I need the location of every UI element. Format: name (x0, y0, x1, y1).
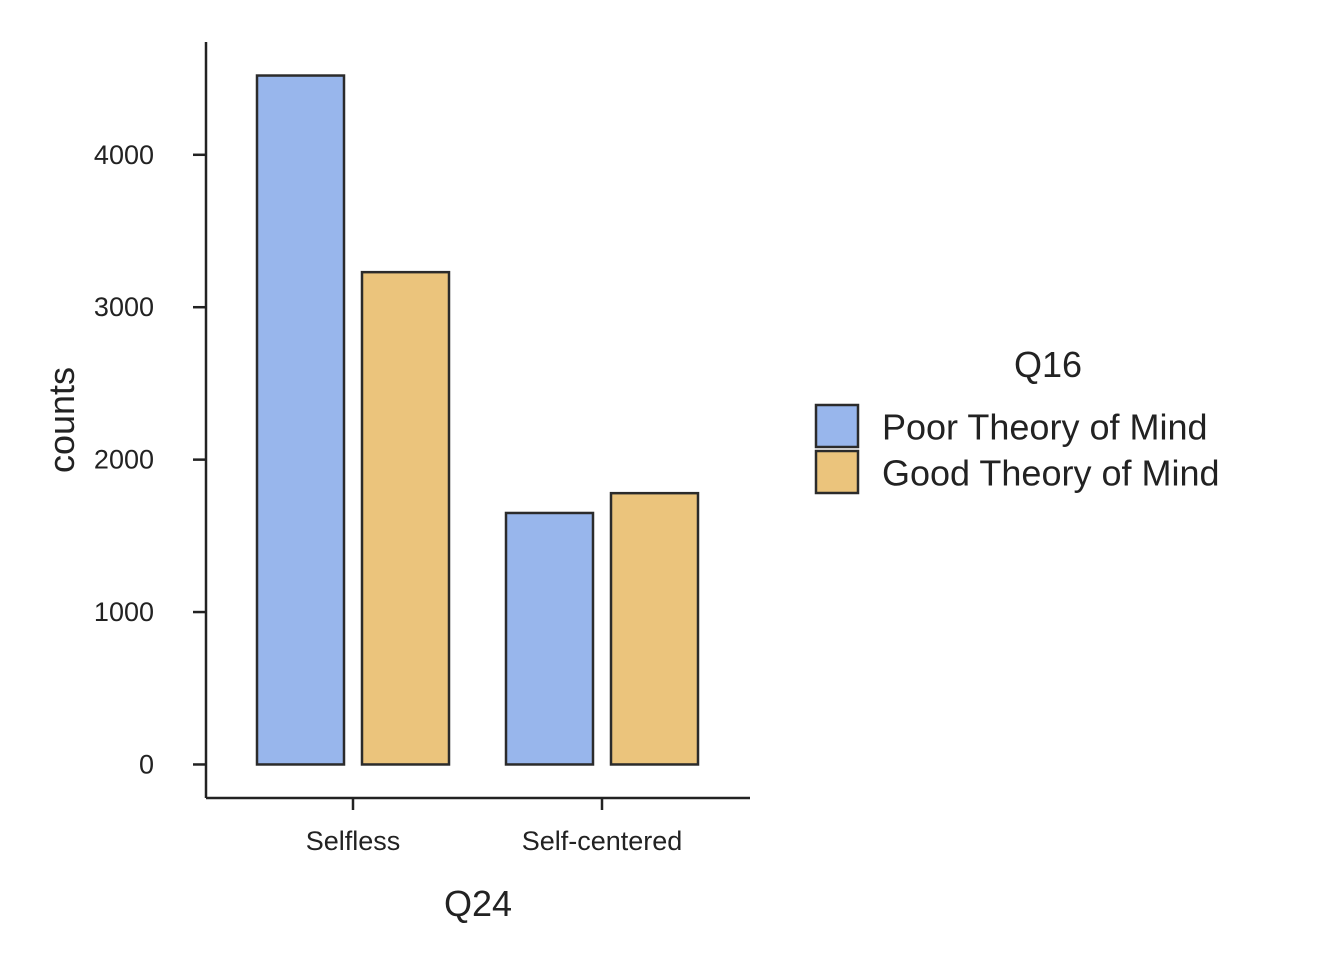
legend-swatch-1 (814, 403, 860, 449)
bar-self-centered-series-1 (504, 511, 595, 766)
labels-layer: 0 1000 2000 3000 4000 Selfless Self-centered Q2… (41, 140, 682, 924)
legend-label-1: Poor Theory of Mind (882, 407, 1208, 448)
bar-selfless-series-1 (255, 74, 346, 766)
y-tick-label: 3000 (94, 292, 154, 322)
y-tick-label: 1000 (94, 597, 154, 627)
y-tick-label: 2000 (94, 445, 154, 475)
legend-label-2: Good Theory of Mind (882, 453, 1220, 494)
legend-title: Q16 (1014, 344, 1082, 385)
legend-swatch-2 (814, 449, 860, 495)
bar-selfless-series-2 (360, 270, 451, 766)
y-tick-label: 0 (139, 749, 154, 779)
bars-layer (255, 74, 700, 766)
y-axis-title: counts (41, 367, 82, 473)
bar-self-centered-series-2 (609, 491, 700, 766)
x-axis-title: Q24 (444, 883, 512, 924)
legend: Q16 Poor Theory of Mind Good Theory of Min… (814, 344, 1220, 495)
x-tick-label: Selfless (306, 826, 401, 856)
x-tick-label: Self-centered (522, 826, 683, 856)
y-tick-label: 4000 (94, 140, 154, 170)
axes-layer (193, 42, 750, 810)
